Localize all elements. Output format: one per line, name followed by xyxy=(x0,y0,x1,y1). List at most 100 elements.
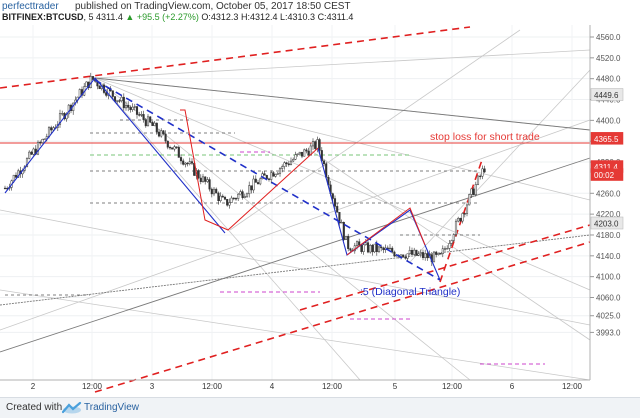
candle[interactable] xyxy=(256,179,260,185)
candle[interactable] xyxy=(474,181,477,197)
candle[interactable] xyxy=(300,151,304,159)
candle[interactable] xyxy=(439,252,442,255)
candle[interactable] xyxy=(307,147,310,157)
candle[interactable] xyxy=(162,130,165,136)
candle[interactable] xyxy=(221,194,224,198)
candle[interactable] xyxy=(160,128,163,138)
candle[interactable] xyxy=(122,93,125,111)
candle[interactable] xyxy=(298,151,301,156)
candle[interactable] xyxy=(171,147,174,150)
candle[interactable] xyxy=(366,239,370,254)
candle[interactable] xyxy=(212,186,216,197)
candle[interactable] xyxy=(146,114,150,127)
candle[interactable] xyxy=(479,174,482,180)
candle[interactable] xyxy=(120,94,123,103)
candle[interactable] xyxy=(127,101,130,112)
candle[interactable] xyxy=(272,171,275,177)
candle[interactable] xyxy=(446,245,449,250)
candle[interactable] xyxy=(168,145,172,150)
candle[interactable] xyxy=(408,246,411,256)
candle[interactable] xyxy=(344,235,348,240)
candle[interactable] xyxy=(263,170,266,176)
candle[interactable] xyxy=(252,175,255,194)
candle[interactable] xyxy=(226,199,229,207)
candle[interactable] xyxy=(61,110,64,116)
candle[interactable] xyxy=(50,125,53,134)
price-chart[interactable]: stop loss for short trade :5 (Diagonal T… xyxy=(0,25,640,397)
candle[interactable] xyxy=(322,159,326,167)
candle[interactable] xyxy=(215,187,218,194)
candle[interactable] xyxy=(364,238,367,246)
candle[interactable] xyxy=(292,157,295,163)
candle[interactable] xyxy=(410,247,414,256)
candle[interactable] xyxy=(481,165,484,180)
candle[interactable] xyxy=(155,122,158,135)
candle[interactable] xyxy=(131,103,134,112)
candle[interactable] xyxy=(43,138,46,140)
candle[interactable] xyxy=(245,192,249,199)
candle[interactable] xyxy=(452,233,455,243)
candle[interactable] xyxy=(28,150,31,160)
candle[interactable] xyxy=(223,195,227,201)
candle[interactable] xyxy=(241,189,244,200)
candle[interactable] xyxy=(157,128,161,138)
candle[interactable] xyxy=(270,170,273,184)
candle[interactable] xyxy=(281,164,284,173)
candle[interactable] xyxy=(347,233,350,252)
candle[interactable] xyxy=(369,243,372,254)
candle[interactable] xyxy=(118,99,121,104)
candle[interactable] xyxy=(135,106,139,119)
candle[interactable] xyxy=(278,167,282,177)
candle[interactable] xyxy=(14,172,18,178)
candle[interactable] xyxy=(342,221,345,241)
candle[interactable] xyxy=(283,161,286,170)
candle[interactable] xyxy=(358,238,361,246)
candle[interactable] xyxy=(124,101,128,111)
candle[interactable] xyxy=(39,140,42,146)
candle[interactable] xyxy=(393,250,396,258)
candle[interactable] xyxy=(373,243,376,254)
candle[interactable] xyxy=(417,251,420,257)
candle[interactable] xyxy=(239,189,242,195)
candle[interactable] xyxy=(210,187,213,198)
candle[interactable] xyxy=(32,147,35,156)
candle[interactable] xyxy=(250,185,253,194)
candle[interactable] xyxy=(199,174,202,185)
candle[interactable] xyxy=(3,185,7,190)
candle[interactable] xyxy=(415,249,418,256)
candle[interactable] xyxy=(182,158,185,166)
candle[interactable] xyxy=(294,151,297,161)
candle[interactable] xyxy=(85,81,88,87)
candle[interactable] xyxy=(362,242,365,255)
candle[interactable] xyxy=(305,147,308,154)
candle[interactable] xyxy=(173,144,176,152)
candle[interactable] xyxy=(459,217,462,222)
author-name[interactable]: perfecttrader xyxy=(2,1,59,12)
candle[interactable] xyxy=(58,109,62,128)
candle[interactable] xyxy=(30,150,33,155)
candle[interactable] xyxy=(461,212,464,224)
candle[interactable] xyxy=(377,246,381,254)
candle[interactable] xyxy=(188,157,191,166)
candle[interactable] xyxy=(144,118,147,128)
candle[interactable] xyxy=(437,252,440,256)
candle[interactable] xyxy=(311,138,315,150)
candle[interactable] xyxy=(338,212,341,227)
candle[interactable] xyxy=(382,246,385,254)
candle[interactable] xyxy=(454,218,458,237)
candle[interactable] xyxy=(314,140,317,151)
candle[interactable] xyxy=(472,187,475,196)
candle[interactable] xyxy=(204,176,207,185)
candle[interactable] xyxy=(133,103,136,111)
time-axis-ticks[interactable]: 2 12:00 3 12:00 4 12:00 5 12:00 6 12:00 xyxy=(31,382,583,391)
candle[interactable] xyxy=(406,253,409,261)
candle[interactable] xyxy=(138,111,141,117)
candle[interactable] xyxy=(296,153,299,157)
candle[interactable] xyxy=(441,245,444,258)
candle[interactable] xyxy=(413,247,416,256)
candle[interactable] xyxy=(248,181,251,198)
candle[interactable] xyxy=(234,197,238,201)
candle[interactable] xyxy=(287,161,290,167)
candle[interactable] xyxy=(463,212,466,218)
candle[interactable] xyxy=(419,249,422,258)
